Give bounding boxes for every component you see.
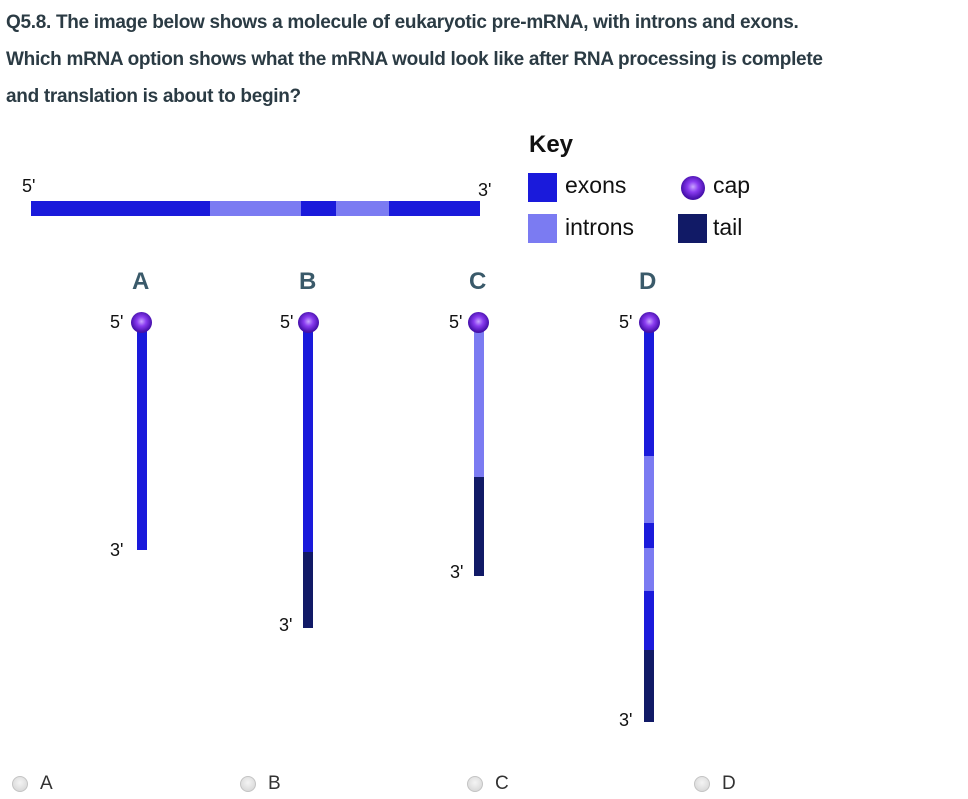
option-d-exon-1 bbox=[644, 330, 654, 456]
option-d-cap-icon bbox=[639, 312, 660, 333]
question-line-1: Q5.8. The image below shows a molecule o… bbox=[6, 12, 799, 33]
option-b-3-prime-label: 3' bbox=[279, 615, 293, 635]
key-label-tail: tail bbox=[713, 214, 743, 240]
radio-d-label[interactable]: D bbox=[722, 773, 736, 794]
option-b-tail bbox=[303, 552, 313, 628]
radio-a-label[interactable]: A bbox=[40, 773, 53, 794]
key-title: Key bbox=[529, 131, 574, 158]
key-label-cap: cap bbox=[713, 172, 751, 198]
pre-mrna-intron-1 bbox=[210, 201, 301, 216]
key-label-exons: exons bbox=[565, 172, 627, 198]
option-b-letter: B bbox=[299, 268, 317, 295]
option-b-5-prime-label: 5' bbox=[280, 312, 294, 332]
pre-mrna-5-prime-label: 5' bbox=[22, 176, 36, 196]
option-a-letter: A bbox=[132, 268, 150, 295]
option-d-exon-2 bbox=[644, 523, 654, 548]
answer-option-a[interactable]: A bbox=[12, 773, 53, 795]
option-b-exon bbox=[303, 330, 313, 552]
question-text: Q5.8. The image below shows a molecule o… bbox=[6, 4, 966, 115]
radio-c[interactable] bbox=[467, 776, 483, 792]
option-c-tail bbox=[474, 477, 484, 576]
radio-b-label[interactable]: B bbox=[268, 773, 281, 794]
option-d-letter: D bbox=[639, 268, 657, 295]
option-d-5-prime-label: 5' bbox=[619, 312, 633, 332]
option-a-5-prime-label: 5' bbox=[110, 312, 124, 332]
option-c-cap-icon bbox=[468, 312, 489, 333]
radio-d[interactable] bbox=[694, 776, 710, 792]
key-label-introns: introns bbox=[565, 214, 635, 240]
option-a-3-prime-label: 3' bbox=[110, 540, 124, 560]
radio-b[interactable] bbox=[240, 776, 256, 792]
answer-option-c[interactable]: C bbox=[467, 773, 509, 795]
pre-mrna-exon-1 bbox=[31, 201, 210, 216]
tail-swatch-icon bbox=[678, 214, 707, 243]
option-a-exon bbox=[137, 330, 147, 550]
option-c-intron bbox=[474, 330, 484, 477]
option-c-3-prime-label: 3' bbox=[450, 562, 464, 582]
option-c-letter: C bbox=[469, 268, 487, 295]
pre-mrna-3-prime-label: 3' bbox=[478, 180, 492, 200]
option-d-intron-1 bbox=[644, 456, 654, 523]
pre-mrna-exon-2 bbox=[301, 201, 336, 216]
exon-swatch-icon bbox=[528, 173, 557, 202]
pre-mrna-intron-2 bbox=[336, 201, 389, 216]
option-b-cap-icon bbox=[298, 312, 319, 333]
answer-option-b[interactable]: B bbox=[240, 773, 281, 795]
pre-mrna-exon-3 bbox=[389, 201, 480, 216]
option-a-cap-icon bbox=[131, 312, 152, 333]
option-d-intron-2 bbox=[644, 548, 654, 591]
intron-swatch-icon bbox=[528, 214, 557, 243]
option-c-5-prime-label: 5' bbox=[449, 312, 463, 332]
option-d-tail bbox=[644, 650, 654, 722]
question-line-3: and translation is about to begin? bbox=[6, 86, 301, 107]
option-d-3-prime-label: 3' bbox=[619, 710, 633, 730]
radio-c-label[interactable]: C bbox=[495, 773, 509, 794]
question-line-2: Which mRNA option shows what the mRNA wo… bbox=[6, 49, 823, 70]
radio-a[interactable] bbox=[12, 776, 28, 792]
option-d-exon-3 bbox=[644, 591, 654, 650]
cap-swatch-icon bbox=[681, 176, 705, 200]
answer-option-d[interactable]: D bbox=[694, 773, 736, 795]
